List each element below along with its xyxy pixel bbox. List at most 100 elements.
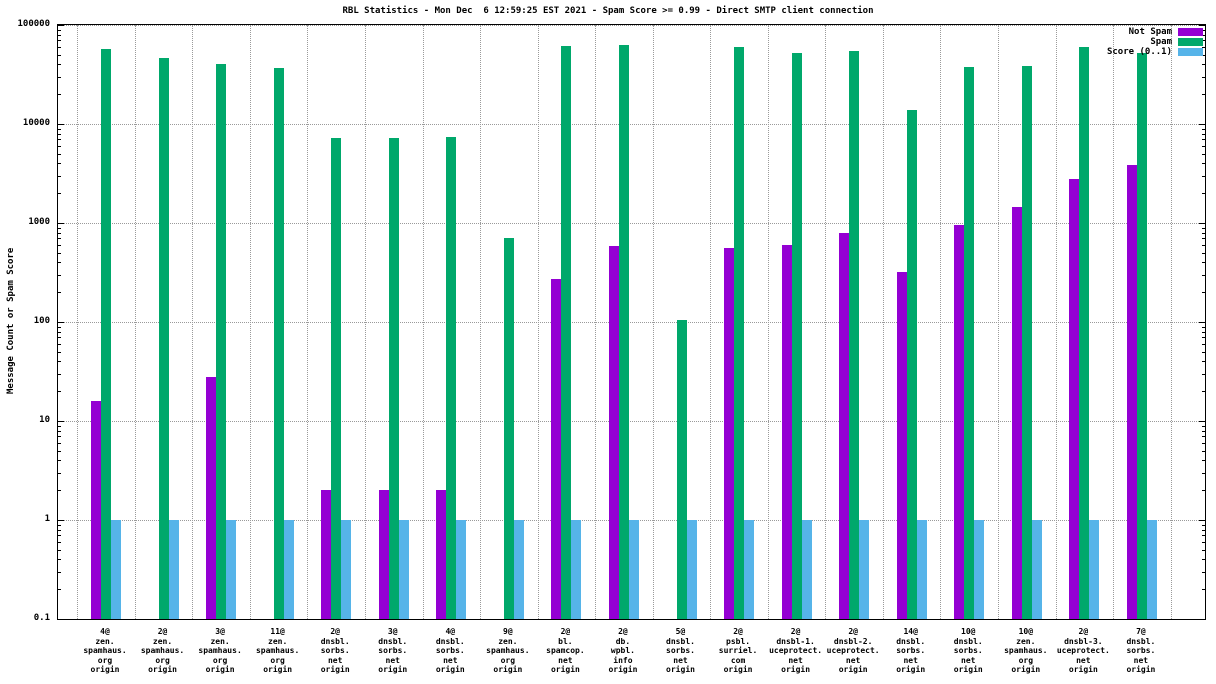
legend-label-spam: Spam (1150, 37, 1172, 47)
axis-tick (1199, 223, 1205, 224)
axis-tick (58, 391, 61, 393)
axis-tick (1202, 524, 1205, 526)
bar-spam (1079, 46, 1090, 619)
y-tick-label: 100000 (17, 19, 50, 29)
bar-spam (101, 49, 111, 619)
bar-not-spam (608, 246, 619, 619)
axis-tick (1202, 361, 1205, 363)
x-tick-label: 9@ zen. spamhaus. org origin (486, 627, 530, 674)
axis-tick (1202, 64, 1205, 66)
bar-score-0-1- (686, 520, 697, 619)
bar-spam (906, 109, 917, 619)
gridline-vertical (480, 25, 482, 619)
bar-spam (503, 238, 514, 619)
axis-tick (1202, 262, 1205, 264)
axis-tick (1202, 153, 1205, 155)
axis-tick (58, 274, 61, 276)
bar-score-0-1- (456, 520, 467, 619)
axis-tick (1202, 274, 1205, 276)
gridline-vertical (1113, 25, 1115, 619)
gridline-vertical (134, 25, 136, 619)
axis-tick (58, 128, 61, 130)
axis-tick (58, 145, 61, 147)
axis-tick (1202, 54, 1205, 56)
bar-spam (849, 50, 860, 619)
axis-tick (1202, 436, 1205, 438)
bar-spam (561, 45, 572, 619)
bar-spam (158, 58, 169, 619)
axis-tick (1202, 529, 1205, 531)
axis-tick (58, 262, 61, 264)
x-tick-label: 3@ zen. spamhaus. org origin (198, 627, 242, 674)
gridline-vertical (249, 25, 251, 619)
gridline-vertical (537, 25, 539, 619)
bar-spam (964, 66, 975, 619)
axis-tick (58, 589, 61, 591)
y-tick-label: 1000 (28, 217, 50, 227)
axis-tick (58, 326, 61, 328)
axis-tick (58, 223, 64, 224)
axis-tick (58, 421, 64, 422)
axis-tick (58, 442, 61, 444)
legend-item-score: Score (0..1) (1107, 47, 1203, 57)
axis-tick (58, 571, 61, 573)
axis-tick (1202, 139, 1205, 141)
bar-not-spam (551, 279, 562, 619)
axis-tick (1199, 124, 1205, 125)
axis-tick (58, 133, 61, 135)
axis-tick (58, 535, 61, 537)
x-tick-label: 3@ dnsbl. sorbs. net origin (378, 627, 408, 674)
axis-tick (1202, 337, 1205, 339)
y-tick-label: 0.1 (33, 613, 50, 623)
axis-tick (58, 549, 61, 551)
gridline-vertical (1170, 25, 1172, 619)
axis-tick (1202, 163, 1205, 165)
axis-tick (58, 40, 61, 42)
bar-score-0-1- (513, 520, 524, 619)
x-tick-label: 2@ dnsbl. sorbs. net origin (320, 627, 350, 674)
axis-tick (58, 124, 64, 125)
gridline-horizontal (58, 421, 1205, 422)
bar-score-0-1- (974, 520, 985, 619)
gridline-horizontal (58, 322, 1205, 323)
axis-tick (1202, 292, 1205, 294)
axis-tick (58, 619, 64, 620)
axis-tick (1202, 391, 1205, 393)
bar-not-spam (781, 244, 792, 619)
axis-tick (1202, 145, 1205, 147)
axis-tick (58, 524, 61, 526)
axis-tick (1199, 421, 1205, 422)
axis-tick (58, 54, 61, 56)
axis-tick (58, 343, 61, 345)
axis-tick (58, 25, 64, 26)
axis-tick (58, 153, 61, 155)
x-tick-label: 2@ dnsbl-1. uceprotect. net origin (769, 627, 823, 674)
bar-spam (388, 138, 399, 619)
axis-tick (58, 34, 61, 36)
axis-tick (1202, 29, 1205, 31)
x-tick-label: 2@ db. wpbl. info origin (608, 627, 638, 674)
axis-tick (1202, 425, 1205, 427)
gridline-vertical (825, 25, 827, 619)
bar-score-0-1- (859, 520, 870, 619)
axis-tick (1202, 34, 1205, 36)
axis-tick (1199, 619, 1205, 620)
bar-score-0-1- (1146, 520, 1157, 619)
bar-score-0-1- (744, 520, 755, 619)
axis-tick (58, 238, 61, 240)
y-tick-label: 100 (33, 316, 50, 326)
axis-tick (58, 520, 64, 521)
axis-tick (1202, 373, 1205, 375)
axis-tick (1202, 193, 1205, 195)
gridline-vertical (422, 25, 424, 619)
bar-not-spam (321, 490, 332, 619)
axis-tick (1202, 549, 1205, 551)
bar-score-0-1- (801, 520, 812, 619)
bar-score-0-1- (628, 520, 639, 619)
axis-tick (58, 94, 61, 96)
bar-score-0-1- (1089, 520, 1100, 619)
axis-tick (1202, 128, 1205, 130)
gridline-vertical (940, 25, 942, 619)
bar-spam (331, 138, 342, 619)
